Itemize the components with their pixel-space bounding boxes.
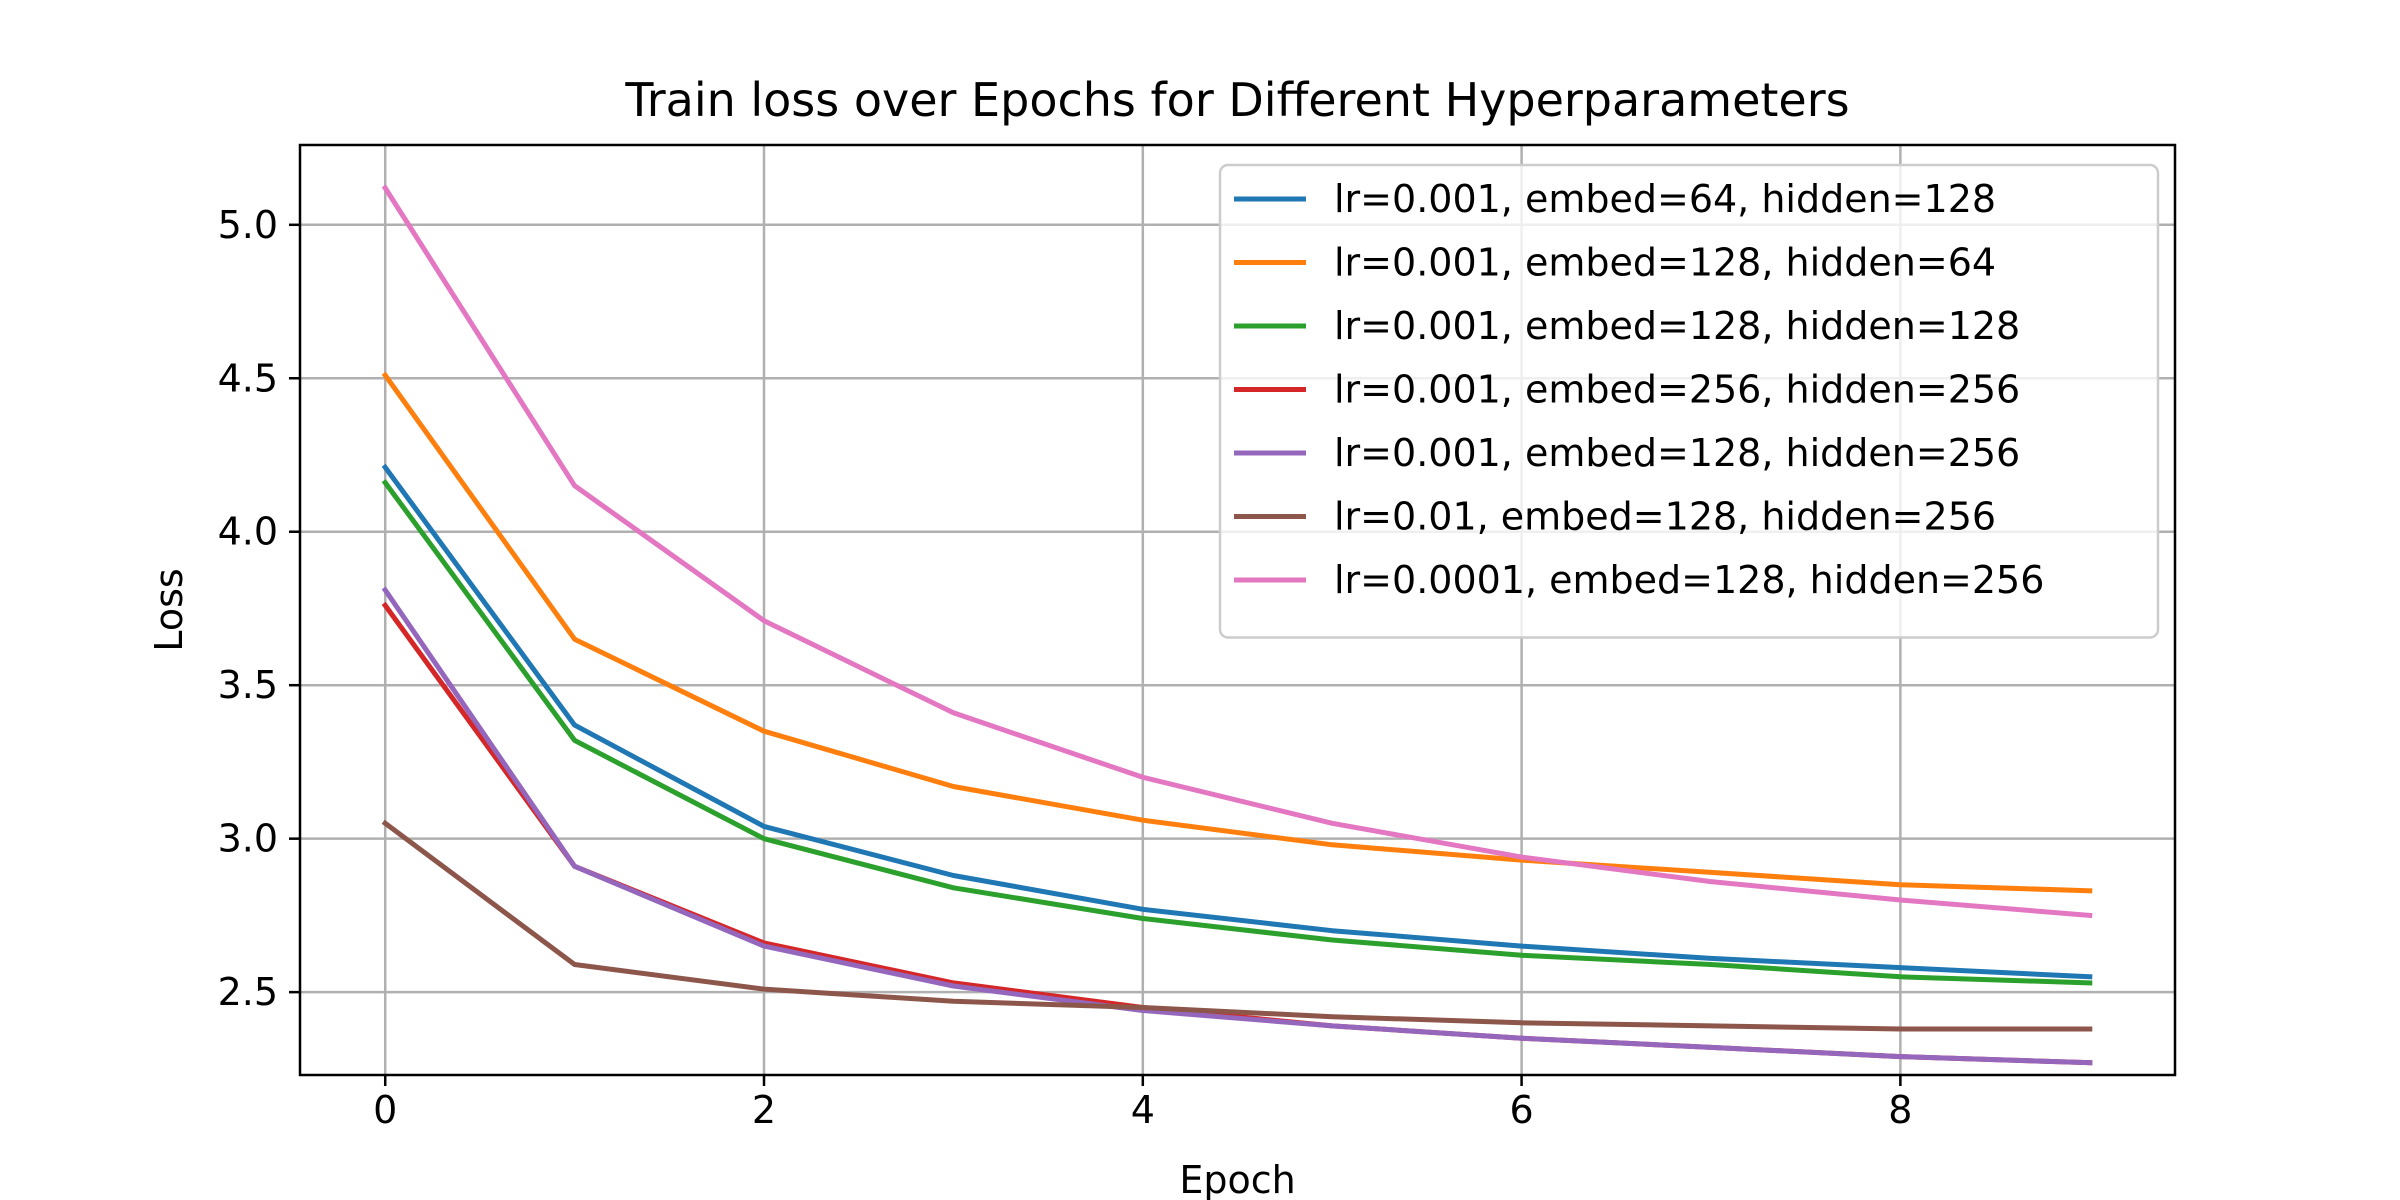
legend-entry-label: lr=0.001, embed=256, hidden=256 <box>1334 368 2020 412</box>
y-tick-label: 3.0 <box>218 817 278 861</box>
legend: lr=0.001, embed=64, hidden=128 lr=0.001, … <box>1218 163 2160 639</box>
y-tick-label: 2.5 <box>218 970 278 1014</box>
x-tick-label: 4 <box>1131 1088 1155 1132</box>
series-line-1 <box>381 463 2093 980</box>
y-tick-label: 4.0 <box>218 510 278 554</box>
series-line-2 <box>381 371 2093 894</box>
x-tick-label: 8 <box>1888 1088 1912 1132</box>
legend-entry-label: lr=0.01, embed=128, hidden=256 <box>1334 495 1996 539</box>
axes-frame <box>298 143 2177 1077</box>
legend-entry-label: lr=0.001, embed=128, hidden=128 <box>1334 304 2020 348</box>
series-layer <box>381 184 2093 1066</box>
x-tick-label: 6 <box>1509 1088 1533 1132</box>
chart-title: Train loss over Epochs for Different Hyp… <box>624 73 1849 127</box>
x-tick-label: 2 <box>752 1088 776 1132</box>
y-tick-label: 5.0 <box>218 203 278 247</box>
legend-box <box>1218 163 2160 639</box>
ticks: 0 2 4 6 8 2.5 3.0 3.5 4.0 4.5 5.0 <box>218 203 1913 1132</box>
legend-entry-label: lr=0.001, embed=128, hidden=64 <box>1334 241 1996 285</box>
series-line-7 <box>381 184 2093 919</box>
y-tick-label: 4.5 <box>218 356 278 400</box>
series-line-3 <box>381 479 2093 986</box>
x-axis-label: Epoch <box>1179 1158 1295 1200</box>
series-line-5 <box>381 586 2093 1066</box>
legend-entry-label: lr=0.001, embed=128, hidden=256 <box>1334 431 2020 475</box>
series-line-6 <box>381 819 2093 1032</box>
x-tick-label: 0 <box>373 1088 397 1132</box>
y-tick-label: 3.5 <box>218 663 278 707</box>
legend-entry-label: lr=0.0001, embed=128, hidden=256 <box>1334 558 2044 602</box>
y-axis-label: Loss <box>147 568 191 651</box>
legend-entry-label: lr=0.001, embed=64, hidden=128 <box>1334 177 1996 221</box>
